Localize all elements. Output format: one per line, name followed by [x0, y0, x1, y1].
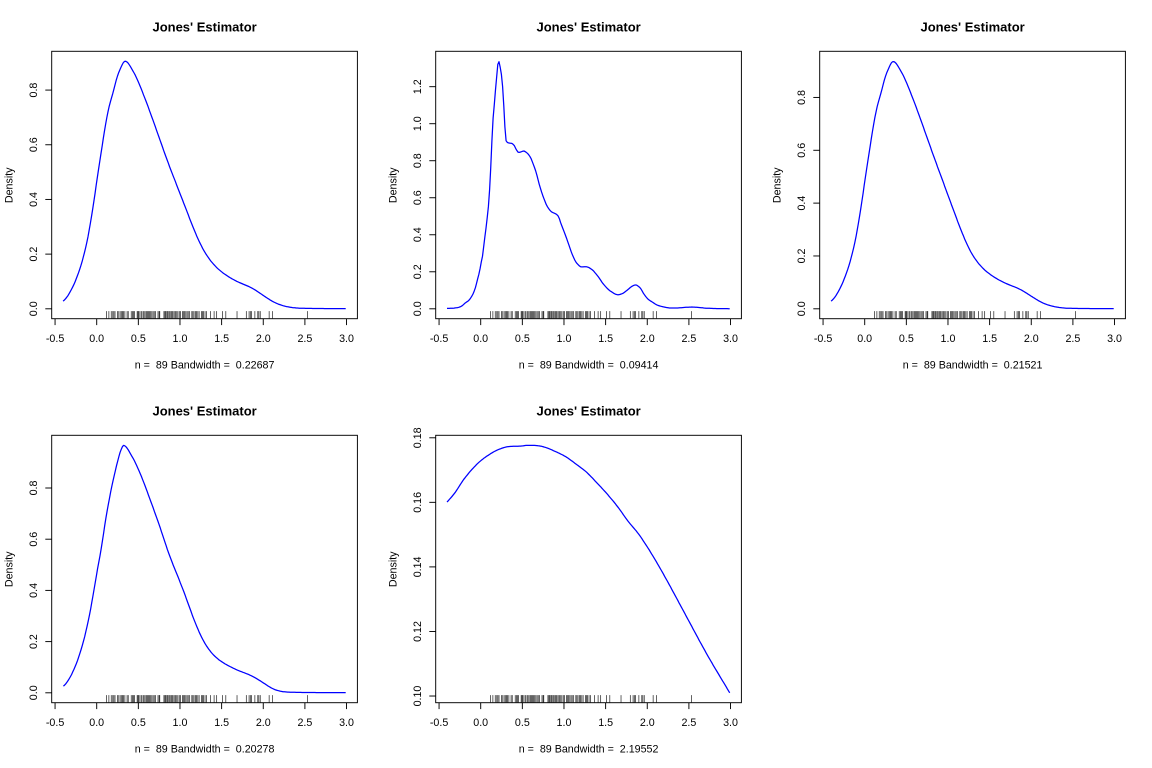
svg-text:0.0: 0.0 — [28, 685, 40, 700]
svg-text:-0.5: -0.5 — [46, 333, 64, 345]
svg-text:0.5: 0.5 — [515, 717, 530, 729]
svg-text:Jones' Estimator: Jones' Estimator — [152, 19, 256, 34]
svg-text:0.6: 0.6 — [796, 143, 808, 158]
svg-text:2.0: 2.0 — [256, 333, 271, 345]
svg-text:1.0: 1.0 — [557, 717, 572, 729]
svg-text:0.4: 0.4 — [28, 192, 40, 207]
svg-text:Density: Density — [387, 551, 399, 587]
svg-text:0.4: 0.4 — [28, 583, 40, 598]
svg-text:n = 89 Bandwidth = 0.22687: n = 89 Bandwidth = 0.22687 — [135, 360, 275, 372]
svg-text:0.2: 0.2 — [28, 247, 40, 262]
svg-text:2.5: 2.5 — [681, 333, 696, 345]
svg-text:0.14: 0.14 — [412, 556, 424, 577]
svg-text:0.0: 0.0 — [412, 301, 424, 316]
svg-text:Jones' Estimator: Jones' Estimator — [536, 403, 640, 418]
svg-text:1.0: 1.0 — [412, 116, 424, 131]
svg-text:0.2: 0.2 — [796, 248, 808, 263]
svg-text:0.4: 0.4 — [412, 227, 424, 242]
svg-text:0.6: 0.6 — [28, 532, 40, 547]
svg-text:0.8: 0.8 — [796, 90, 808, 105]
svg-text:2.0: 2.0 — [640, 717, 655, 729]
svg-text:n = 89 Bandwidth = 0.09414: n = 89 Bandwidth = 0.09414 — [519, 360, 659, 372]
svg-text:0.18: 0.18 — [412, 427, 424, 448]
svg-text:2.5: 2.5 — [681, 717, 696, 729]
svg-text:1.5: 1.5 — [982, 333, 997, 345]
svg-text:2.0: 2.0 — [640, 333, 655, 345]
svg-text:-0.5: -0.5 — [46, 717, 64, 729]
svg-text:0.5: 0.5 — [131, 333, 146, 345]
svg-text:2.0: 2.0 — [256, 717, 271, 729]
svg-text:1.2: 1.2 — [412, 79, 424, 94]
svg-text:0.0: 0.0 — [796, 301, 808, 316]
svg-text:0.0: 0.0 — [473, 717, 488, 729]
svg-text:0.10: 0.10 — [412, 686, 424, 707]
svg-text:0.0: 0.0 — [89, 717, 104, 729]
svg-text:0.12: 0.12 — [412, 621, 424, 642]
svg-text:1.0: 1.0 — [941, 333, 956, 345]
svg-text:0.5: 0.5 — [131, 717, 146, 729]
svg-text:1.0: 1.0 — [557, 333, 572, 345]
svg-text:1.5: 1.5 — [214, 717, 229, 729]
svg-text:Jones' Estimator: Jones' Estimator — [152, 403, 256, 418]
svg-text:3.0: 3.0 — [339, 333, 354, 345]
svg-text:0.5: 0.5 — [899, 333, 914, 345]
svg-text:2.5: 2.5 — [1065, 333, 1080, 345]
svg-text:Density: Density — [3, 551, 15, 587]
svg-text:2.5: 2.5 — [297, 717, 312, 729]
svg-text:0.6: 0.6 — [28, 137, 40, 152]
svg-text:3.0: 3.0 — [723, 333, 738, 345]
svg-text:2.0: 2.0 — [1024, 333, 1039, 345]
svg-text:1.5: 1.5 — [214, 333, 229, 345]
svg-text:n = 89 Bandwidth = 2.19552: n = 89 Bandwidth = 2.19552 — [519, 744, 659, 756]
svg-text:0.16: 0.16 — [412, 492, 424, 513]
svg-text:3.0: 3.0 — [339, 717, 354, 729]
svg-text:-0.5: -0.5 — [430, 717, 448, 729]
svg-text:2.5: 2.5 — [297, 333, 312, 345]
svg-text:0.5: 0.5 — [515, 333, 530, 345]
svg-text:-0.5: -0.5 — [814, 333, 832, 345]
svg-text:1.0: 1.0 — [173, 717, 188, 729]
svg-text:Density: Density — [3, 167, 15, 203]
svg-text:n = 89 Bandwidth = 0.21521: n = 89 Bandwidth = 0.21521 — [903, 360, 1043, 372]
svg-text:0.0: 0.0 — [89, 333, 104, 345]
svg-text:0.6: 0.6 — [412, 190, 424, 205]
svg-text:3.0: 3.0 — [723, 717, 738, 729]
svg-text:Jones' Estimator: Jones' Estimator — [920, 19, 1024, 34]
svg-text:3.0: 3.0 — [1107, 333, 1122, 345]
svg-text:0.8: 0.8 — [412, 153, 424, 168]
svg-text:0.8: 0.8 — [28, 83, 40, 98]
svg-text:0.2: 0.2 — [412, 264, 424, 279]
svg-text:-0.5: -0.5 — [430, 333, 448, 345]
svg-text:0.0: 0.0 — [857, 333, 872, 345]
svg-text:1.5: 1.5 — [598, 717, 613, 729]
svg-text:1.0: 1.0 — [173, 333, 188, 345]
svg-text:0.2: 0.2 — [28, 634, 40, 649]
svg-text:Density: Density — [771, 167, 783, 203]
svg-text:0.0: 0.0 — [473, 333, 488, 345]
svg-text:Density: Density — [387, 167, 399, 203]
svg-text:0.4: 0.4 — [796, 196, 808, 211]
svg-text:0.8: 0.8 — [28, 481, 40, 496]
svg-text:0.0: 0.0 — [28, 301, 40, 316]
svg-text:Jones' Estimator: Jones' Estimator — [536, 19, 640, 34]
svg-text:1.5: 1.5 — [598, 333, 613, 345]
svg-text:n = 89 Bandwidth = 0.20278: n = 89 Bandwidth = 0.20278 — [135, 744, 275, 756]
